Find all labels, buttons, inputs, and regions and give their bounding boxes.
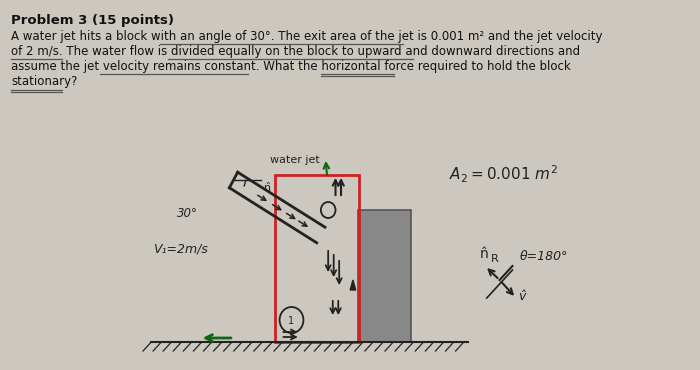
Text: $A_2= 0.001\ m^2$: $A_2= 0.001\ m^2$: [449, 163, 559, 185]
Text: V₁=2m/s: V₁=2m/s: [153, 242, 208, 255]
Text: n̂: n̂: [264, 183, 271, 193]
Bar: [358, 210, 411, 342]
Text: assume the jet velocity remains constant. What the horizontal force required to : assume the jet velocity remains constant…: [11, 60, 570, 73]
Bar: [275, 175, 359, 342]
Text: A water jet hits a block with an angle of 30°. The exit area of the jet is 0.001: A water jet hits a block with an angle o…: [11, 30, 603, 43]
Text: Problem 3 (15 points): Problem 3 (15 points): [11, 14, 174, 27]
Text: θ=180°: θ=180°: [520, 250, 568, 263]
Text: stationary?: stationary?: [11, 75, 78, 88]
Text: n̂: n̂: [480, 247, 488, 261]
Text: R: R: [491, 254, 498, 264]
Polygon shape: [350, 280, 356, 290]
Text: of 2 m/s. The water flow is divided equally on the block to upward and downward : of 2 m/s. The water flow is divided equa…: [11, 45, 580, 58]
Text: water jet: water jet: [270, 155, 320, 165]
Text: 30°: 30°: [177, 207, 198, 220]
Text: 1: 1: [288, 316, 295, 326]
Text: v̂: v̂: [518, 290, 525, 303]
